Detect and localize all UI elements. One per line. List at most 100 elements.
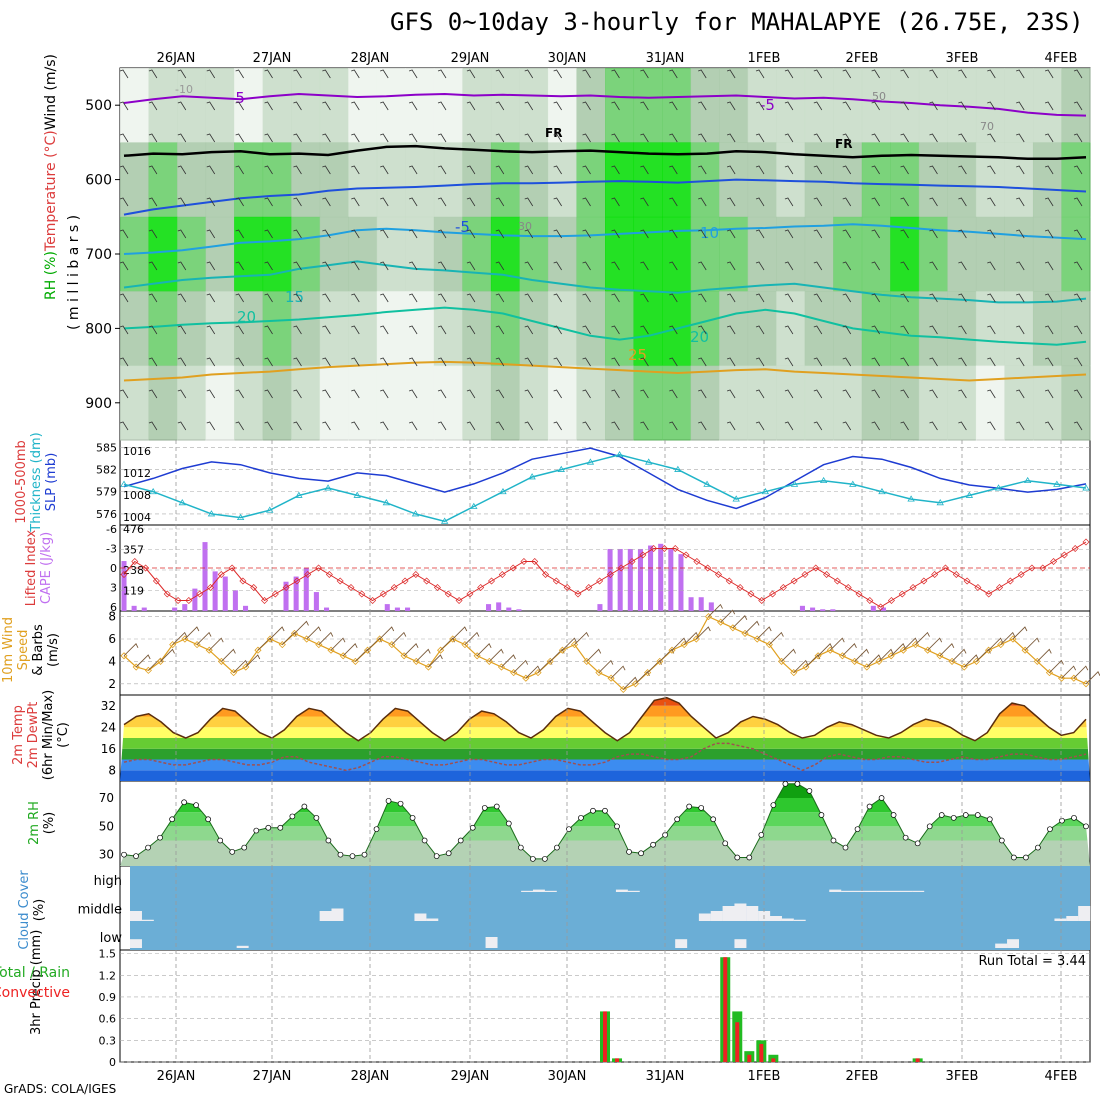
rh-cell xyxy=(975,291,1005,367)
wind-barb xyxy=(293,197,302,207)
thickness-marker xyxy=(149,487,157,495)
wind-barb xyxy=(582,69,591,79)
rh-tick: 50 xyxy=(99,819,114,833)
wind-barb xyxy=(1073,197,1083,207)
wind-barb xyxy=(495,197,505,207)
contour-label: 25 xyxy=(628,346,647,364)
rh-ylabel-part: 2m RH xyxy=(27,801,42,845)
cape-bar xyxy=(688,597,694,611)
rh-cell xyxy=(291,365,321,441)
surface-barb xyxy=(196,631,212,645)
wind-barb xyxy=(408,389,418,399)
wind-barb xyxy=(177,165,187,175)
wind-barb xyxy=(148,293,158,303)
wind-barb xyxy=(466,165,476,175)
wind-barb xyxy=(669,165,678,175)
cape-bar xyxy=(678,554,684,611)
wind-barb xyxy=(466,293,476,303)
wind-barb xyxy=(235,421,244,431)
wind-barb xyxy=(726,229,736,239)
rh-marker xyxy=(193,802,199,808)
cloud-block xyxy=(995,943,1008,948)
wind-barb xyxy=(351,133,360,143)
wind-barb xyxy=(582,293,591,303)
wind-barb xyxy=(264,293,273,303)
wind-barb xyxy=(698,325,707,335)
lifted-marker xyxy=(931,571,939,578)
wind-barb xyxy=(726,261,736,271)
wind-barb xyxy=(958,229,967,239)
rh-marker xyxy=(806,788,813,794)
lifted-marker xyxy=(206,584,214,591)
temp-band xyxy=(120,716,1090,728)
lifted-marker xyxy=(650,545,658,552)
wind-barb xyxy=(293,101,302,111)
wind-barb xyxy=(264,101,273,111)
cape-bar xyxy=(222,576,228,611)
rh-marker xyxy=(590,807,596,814)
wind-barb xyxy=(1073,101,1083,111)
wind-marker xyxy=(290,629,299,637)
contour-label: -5 xyxy=(455,218,470,236)
wind-barb xyxy=(524,69,534,79)
wind-marker xyxy=(595,669,603,677)
wind-marker xyxy=(315,641,323,649)
rh-marker xyxy=(962,812,969,818)
cloud-block xyxy=(1066,916,1079,921)
slp-tick: 1008 xyxy=(123,489,151,502)
lifted-marker xyxy=(747,590,755,598)
wind-barb xyxy=(466,133,476,143)
cloud-block xyxy=(485,937,498,948)
bottom-date-label: 29JAN xyxy=(451,1069,490,1084)
wind-barb xyxy=(900,293,909,303)
rh-cell xyxy=(319,365,349,441)
cloud-block xyxy=(331,908,344,921)
rh-cell xyxy=(861,216,891,292)
slp-tick: 1016 xyxy=(123,445,151,458)
rh-marker xyxy=(481,805,488,811)
thickness-marker xyxy=(994,484,1003,491)
wind-marker xyxy=(936,652,944,660)
lifted-marker xyxy=(196,590,204,598)
rh-marker xyxy=(145,844,151,851)
wind-ylabel-part: Speed xyxy=(16,630,31,671)
lifted-marker xyxy=(369,597,377,604)
precip-legend-total: Total / Rain xyxy=(0,965,70,981)
cape-bar xyxy=(303,567,309,611)
contour-label: 20 xyxy=(237,308,256,326)
wind-barb xyxy=(842,421,852,431)
rh-cell xyxy=(804,216,834,292)
wind-barb xyxy=(206,293,216,303)
rh-marker xyxy=(409,814,416,821)
rh-cell xyxy=(947,365,977,441)
wind-barb xyxy=(582,133,591,143)
wind-barb xyxy=(755,261,765,271)
wind-marker xyxy=(911,641,920,649)
rh-cell xyxy=(633,68,663,143)
cape-bar xyxy=(496,602,502,611)
wind-barb xyxy=(119,325,129,335)
surface-barb xyxy=(330,637,346,651)
lifted-marker xyxy=(671,545,679,552)
rh-ylabel-part: (%) xyxy=(42,812,57,835)
wind-barb xyxy=(669,69,678,79)
wind-barb xyxy=(148,325,158,335)
wind-barb xyxy=(235,69,244,79)
wind-barb xyxy=(958,165,967,175)
rh-cell xyxy=(975,365,1005,441)
wind-marker xyxy=(1009,635,1017,643)
top-date-label: 27JAN xyxy=(253,51,292,66)
wind-marker xyxy=(1058,674,1066,682)
wind-marker xyxy=(510,669,518,677)
wind-barb xyxy=(408,421,418,431)
wind-barb xyxy=(524,165,534,175)
wind-barb xyxy=(929,165,938,175)
lifted-marker xyxy=(779,584,787,591)
wind-marker xyxy=(437,646,445,654)
bottom-date-label: 1FEB xyxy=(748,1069,781,1084)
wind-barb xyxy=(813,69,823,79)
panel-frame-wind xyxy=(119,610,1091,696)
cloud-block xyxy=(864,890,877,892)
wind-barb xyxy=(1073,389,1083,399)
grads-credit: GrADS: COLA/IGES xyxy=(4,1082,117,1096)
